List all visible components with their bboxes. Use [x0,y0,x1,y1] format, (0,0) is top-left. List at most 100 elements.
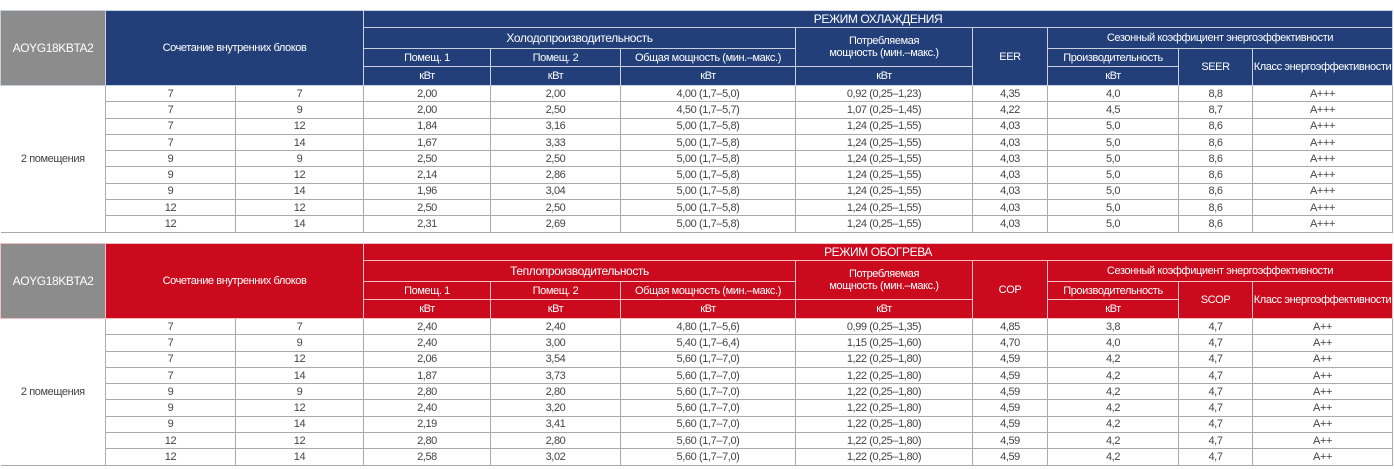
room1-capacity: 2,40 [363,399,491,417]
total-capacity: 5,00 (1,7–5,8) [620,166,796,184]
total-capacity: 5,60 (1,7–7,0) [620,448,796,466]
combo-room1: 12 [105,448,236,466]
table-row: 7 12 1,84 3,16 5,00 (1,7–5,8) 1,24 (0,25–1,55… [1,117,1393,135]
room2-capacity: 2,50 [490,199,621,217]
table-row: 9 14 1,96 3,04 5,00 (1,7–5,8) 1,24 (0,25–1,55… [1,182,1393,201]
seasonal-ratio: 8,6 [1178,133,1253,152]
seasonal-capacity: 4,2 [1047,432,1179,450]
power-input: 1,24 (0,25–1,55) [795,117,973,135]
power-input: 1,24 (0,25–1,55) [795,166,973,184]
power-input: 1,24 (0,25–1,55) [795,215,973,233]
combo-room2: 7 [235,84,364,103]
seasonal-capacity: 5,0 [1047,166,1179,184]
power-input: 1,15 (0,25–1,60) [795,334,973,352]
room2-capacity: 2,86 [490,166,621,184]
table-row: 2 помещения 7 7 2,40 2,40 4,80 (1,7–5,6) 0,99 … [0,317,1394,466]
efficiency-ratio: 4,59 [972,366,1048,385]
room1-capacity: 2,31 [363,215,491,233]
seasonal-capacity: 4,0 [1047,334,1179,352]
efficiency-ratio: 4,70 [972,334,1048,352]
seasonal-ratio: 8,6 [1178,215,1253,233]
efficiency-ratio: 4,59 [972,432,1048,450]
unit-label: кВт [620,299,796,319]
table-row: 2 помещения 7 7 2,00 2,00 4,00 (1,7–5,0) 0,92 … [0,84,1393,233]
unit-label: кВт [490,66,621,86]
seasonal-ratio: 8,6 [1178,166,1253,184]
efficiency-ratio: 4,59 [972,448,1048,466]
room1-capacity: 2,50 [363,150,491,168]
room1-capacity: 1,67 [363,133,491,152]
rooms-label: 2 помещения [0,318,106,466]
table-row: 12 12 2,80 2,80 5,60 (1,7–7,0) 1,22 (0,25–1,8… [1,432,1394,450]
table-row: 12 12 2,50 2,50 5,00 (1,7–5,8) 1,24 (0,25–1,5… [1,199,1393,217]
room2-capacity: 2,50 [490,101,621,119]
room1-capacity: 2,00 [363,101,491,119]
energy-class: A++ [1251,317,1394,336]
power-input: 1,22 (0,25–1,80) [795,366,973,385]
room1-capacity: 2,40 [363,334,491,352]
table-row: 12 14 2,58 3,02 5,60 (1,7–7,0) 1,22 (0,25–1,8… [1,448,1394,466]
energy-class: A+++ [1252,133,1393,152]
total-capacity: 5,00 (1,7–5,8) [620,182,796,201]
room1-capacity: 2,06 [363,350,491,368]
combo-room1: 7 [105,117,236,135]
table-row: 7 9 2,40 3,00 5,40 (1,7–6,4) 1,15 (0,25–1,60)… [1,334,1394,352]
unit-label: кВт [795,66,973,86]
cooling-table: AOYG18KBTA2 Сочетание внутренних блоков РЕ… [0,10,1393,233]
combo-room2: 14 [235,182,364,201]
seasonal-ratio: 4,7 [1178,350,1253,368]
seasonal-ratio: 8,6 [1178,182,1253,201]
power-header: Потребляемая мощность (мин.–макс.) [795,260,973,300]
productivity-header: Производительность [1047,48,1179,67]
table-row: 7 9 2,00 2,50 4,50 (1,7–5,7) 1,07 (0,25–1,45)… [1,101,1393,119]
combo-room1: 9 [105,166,236,184]
room2-capacity: 3,73 [490,366,621,385]
combo-room1: 7 [105,366,236,385]
efficiency-ratio: 4,03 [972,166,1048,184]
combo-room1: 9 [105,150,236,168]
combo-room1: 9 [105,182,236,201]
total-header: Общая мощность (мин.–макс.) [620,48,796,67]
seasonal-ratio-header: SEER [1178,48,1253,86]
power-input: 1,22 (0,25–1,80) [795,448,973,466]
seasonal-header: Сезонный коэффициент энергоэффективности [1046,260,1394,282]
room2-header: Помещ. 2 [490,281,621,300]
power-input: 1,22 (0,25–1,80) [795,432,973,450]
seasonal-ratio: 8,6 [1178,117,1253,135]
combo-room2: 14 [235,415,364,434]
total-capacity: 5,00 (1,7–5,8) [620,133,796,152]
energy-class: A++ [1251,350,1394,368]
seasonal-ratio-header: SCOP [1178,281,1253,319]
energy-class: A+++ [1252,117,1393,135]
productivity-header: Производительность [1047,281,1179,300]
power-input: 0,99 (0,25–1,35) [795,317,973,336]
energy-class: A++ [1251,432,1394,450]
room2-capacity: 3,16 [490,117,621,135]
room1-header: Помещ. 1 [363,48,491,67]
efficiency-ratio: 4,03 [972,133,1048,152]
table-row: 7 14 1,67 3,33 5,00 (1,7–5,8) 1,24 (0,25–1,55… [1,133,1393,152]
ratio-header: EER [972,27,1048,86]
efficiency-ratio: 4,59 [972,399,1048,417]
combo-room2: 12 [235,117,364,135]
room2-capacity: 3,20 [490,399,621,417]
efficiency-ratio: 4,03 [972,150,1048,168]
total-capacity: 5,60 (1,7–7,0) [620,432,796,450]
combo-room1: 12 [105,199,236,217]
efficiency-ratio: 4,85 [972,317,1048,336]
seasonal-ratio: 8,6 [1178,150,1253,168]
energy-class: A+++ [1252,199,1393,217]
seasonal-capacity: 5,0 [1047,182,1179,201]
total-capacity: 5,60 (1,7–7,0) [620,350,796,368]
room2-header: Помещ. 2 [490,48,621,67]
energy-class: A+++ [1252,182,1393,201]
energy-class: A++ [1251,415,1394,434]
total-capacity: 5,60 (1,7–7,0) [620,415,796,434]
seasonal-capacity: 5,0 [1047,150,1179,168]
seasonal-ratio: 8,7 [1178,101,1253,119]
efficiency-ratio: 4,59 [972,350,1048,368]
total-capacity: 5,00 (1,7–5,8) [620,199,796,217]
room1-capacity: 2,00 [363,84,491,103]
total-capacity: 4,80 (1,7–5,6) [620,317,796,336]
seasonal-ratio: 4,7 [1178,415,1253,434]
